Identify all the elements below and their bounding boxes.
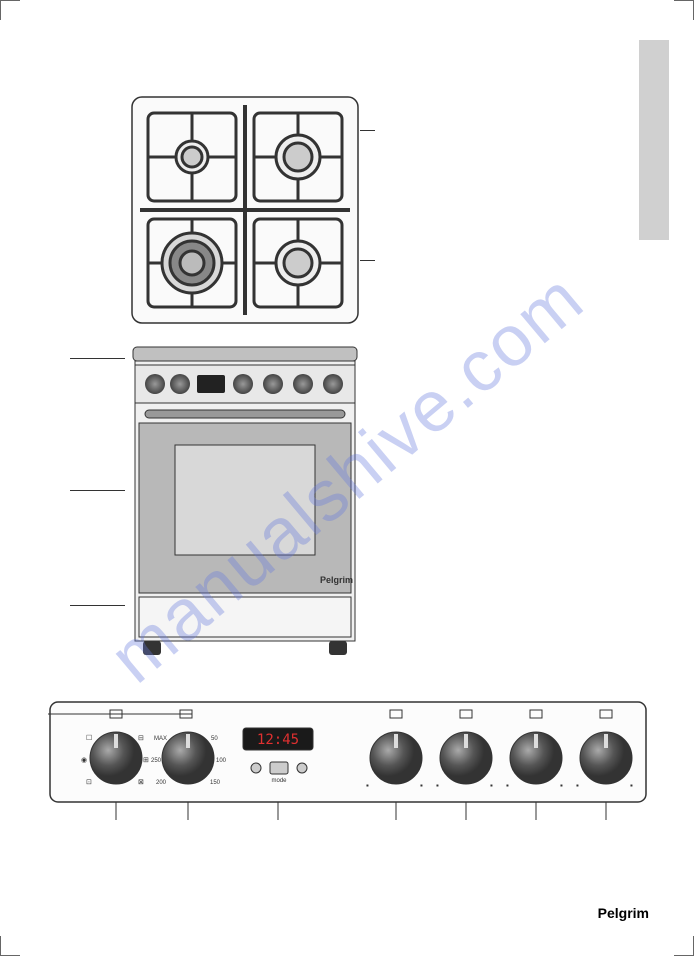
brand-footer: Pelgrim [598,905,649,921]
svg-text:MAX: MAX [154,736,167,742]
svg-text:▪: ▪ [506,781,509,790]
svg-text:▪: ▪ [420,781,423,790]
cooktop-diagram [130,95,360,325]
oven-brand-text: Pelgrim [320,575,353,585]
svg-text:⊠: ⊠ [138,779,144,786]
svg-text:250: 250 [151,758,162,764]
side-tab [639,40,669,240]
svg-text:☐: ☐ [86,734,92,742]
svg-text:▪: ▪ [490,781,493,790]
svg-text:⊞: ⊞ [143,757,149,764]
stove-diagram: Pelgrim [125,345,365,665]
svg-text:200: 200 [156,780,167,786]
svg-text:⊡: ⊡ [86,779,92,786]
svg-text:mode: mode [271,778,287,784]
svg-text:▪: ▪ [366,781,369,790]
svg-text:⊟: ⊟ [138,735,144,742]
svg-text:▪: ▪ [576,781,579,790]
svg-text:▪: ▪ [630,781,633,790]
svg-text:100: 100 [216,758,227,764]
svg-text:12:45: 12:45 [257,732,299,748]
svg-text:50: 50 [211,736,218,742]
svg-text:▪: ▪ [436,781,439,790]
svg-text:150: 150 [210,780,221,786]
control-panel-diagram: ☐ ◉ ⊡ ⊟ ⊞ ⊠ 50 100 150 200 250 MAX 12:4 [48,700,648,830]
svg-text:▪: ▪ [560,781,563,790]
svg-text:◉: ◉ [81,757,87,764]
